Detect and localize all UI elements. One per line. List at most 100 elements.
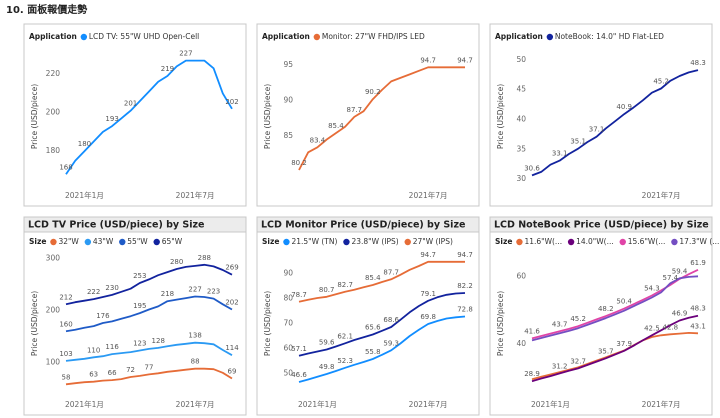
data-label: 202 xyxy=(225,298,238,306)
data-label: 58 xyxy=(62,373,71,381)
data-label: 69 xyxy=(228,368,237,376)
y-axis-label: Price (USD/piece) xyxy=(263,84,272,149)
title-bar xyxy=(256,216,480,233)
data-label: 94.7 xyxy=(457,251,473,259)
data-label: 94.7 xyxy=(420,251,436,259)
data-label: 48.2 xyxy=(598,305,614,313)
y-tick-label: 70 xyxy=(283,319,293,328)
data-label: 30.6 xyxy=(524,164,540,172)
data-label: 90.2 xyxy=(365,88,381,96)
legend-label: 14.0"W(... xyxy=(576,237,614,246)
data-label: 123 xyxy=(133,340,146,348)
legend-label: Monitor: 27"W FHD/IPS LED xyxy=(322,32,425,41)
data-label: 227 xyxy=(179,50,192,58)
series-line xyxy=(531,275,699,342)
panel-frame xyxy=(23,23,247,207)
data-label: 45.2 xyxy=(570,315,586,323)
x-tick-label: 2021年7月 xyxy=(409,190,448,200)
y-tick-label: 200 xyxy=(46,306,61,315)
data-label: 77 xyxy=(145,363,154,371)
data-label: 176 xyxy=(96,312,110,320)
data-label: 218 xyxy=(161,290,174,298)
data-label: 66 xyxy=(108,369,117,377)
y-tick-label: 40 xyxy=(516,339,526,348)
y-axis-label: Price (USD/piece) xyxy=(263,291,272,356)
data-label: 46.9 xyxy=(672,309,688,317)
panel-frame xyxy=(489,23,713,207)
data-label: 37.1 xyxy=(589,126,605,134)
data-label: 72 xyxy=(126,366,135,374)
data-label: 42.8 xyxy=(663,323,679,331)
legend-title: Size xyxy=(495,237,512,246)
series-line xyxy=(298,292,466,357)
panel-frame xyxy=(23,216,247,416)
series-line xyxy=(298,66,465,171)
legend-swatch xyxy=(567,238,575,246)
y-tick-label: 50 xyxy=(283,369,293,378)
y-tick-label: 60 xyxy=(516,271,526,280)
data-label: 62.1 xyxy=(337,332,353,340)
legend-label: NoteBook: 14.0" HD Flat-LED xyxy=(555,32,664,41)
data-label: 94.7 xyxy=(457,56,473,64)
legend-label: 32"W xyxy=(58,237,79,246)
data-label: 83.4 xyxy=(310,136,326,144)
data-label: 85.4 xyxy=(328,122,344,130)
legend-label: 21.5"W (TN) xyxy=(291,237,337,246)
data-label: 288 xyxy=(198,254,211,262)
y-tick-label: 35 xyxy=(516,144,526,153)
series-line xyxy=(65,367,233,386)
chart-panel: Application LCD TV: 55"W UHD Open-Cell Pri… xyxy=(23,23,247,207)
data-label: 37.9 xyxy=(616,340,632,348)
data-label: 80.7 xyxy=(319,286,335,294)
x-tick-label: 2021年7月 xyxy=(642,399,681,409)
data-label: 31.2 xyxy=(552,362,568,370)
y-tick-label: 45 xyxy=(516,85,526,94)
series-line xyxy=(298,315,466,383)
data-label: 82.7 xyxy=(337,281,353,289)
data-label: 82.2 xyxy=(457,282,473,290)
x-tick-label: 2021年7月 xyxy=(642,190,681,200)
legend-label: 23.8"W (IPS) xyxy=(351,237,398,246)
data-label: 103 xyxy=(59,350,72,358)
legend-swatch xyxy=(80,33,88,41)
y-tick-label: 100 xyxy=(46,357,61,366)
data-label: 65.6 xyxy=(365,324,381,332)
y-tick-label: 200 xyxy=(46,108,61,117)
data-label: 80.2 xyxy=(291,159,307,167)
data-label: 40.9 xyxy=(616,103,632,111)
data-label: 223 xyxy=(207,288,220,296)
data-label: 114 xyxy=(225,344,239,352)
y-tick-label: 85 xyxy=(283,131,293,140)
y-tick-label: 80 xyxy=(283,294,293,303)
data-label: 35.1 xyxy=(570,138,586,146)
legend-swatch xyxy=(283,238,290,246)
chart-panel: Application Monitor: 27"W FHD/IPS LED Pric… xyxy=(256,23,480,207)
series-line xyxy=(65,263,233,306)
legend-label: 15.6"W(... xyxy=(628,237,666,246)
data-label: 48.3 xyxy=(690,305,706,313)
data-label: 88 xyxy=(191,358,200,366)
data-label: 168 xyxy=(59,163,72,171)
data-label: 201 xyxy=(124,100,137,108)
y-axis-label: Price (USD/piece) xyxy=(496,84,505,149)
x-tick-label: 2021年7月 xyxy=(409,399,448,409)
data-label: 78.7 xyxy=(291,291,307,299)
x-tick-label: 2021年7月 xyxy=(176,190,215,200)
series-line xyxy=(531,268,699,340)
data-label: 219 xyxy=(161,65,174,73)
chart-title: LCD TV Price (USD/piece) by Size xyxy=(28,220,205,231)
title-bar xyxy=(23,216,247,233)
data-label: 43.1 xyxy=(690,322,706,330)
chart-panel: LCD Monitor Price (USD/piece) by Size Siz… xyxy=(256,216,480,416)
legend-label: 17.3"W (... xyxy=(679,237,719,246)
x-tick-label: 2021年1月 xyxy=(65,399,104,409)
data-label: 32.7 xyxy=(570,357,586,365)
legend-swatch xyxy=(153,238,160,246)
y-tick-label: 300 xyxy=(46,254,61,263)
data-label: 57.1 xyxy=(291,345,307,353)
data-label: 87.7 xyxy=(347,106,363,114)
y-tick-label: 50 xyxy=(516,55,526,64)
data-label: 69.8 xyxy=(420,313,436,321)
data-label: 116 xyxy=(105,343,119,351)
